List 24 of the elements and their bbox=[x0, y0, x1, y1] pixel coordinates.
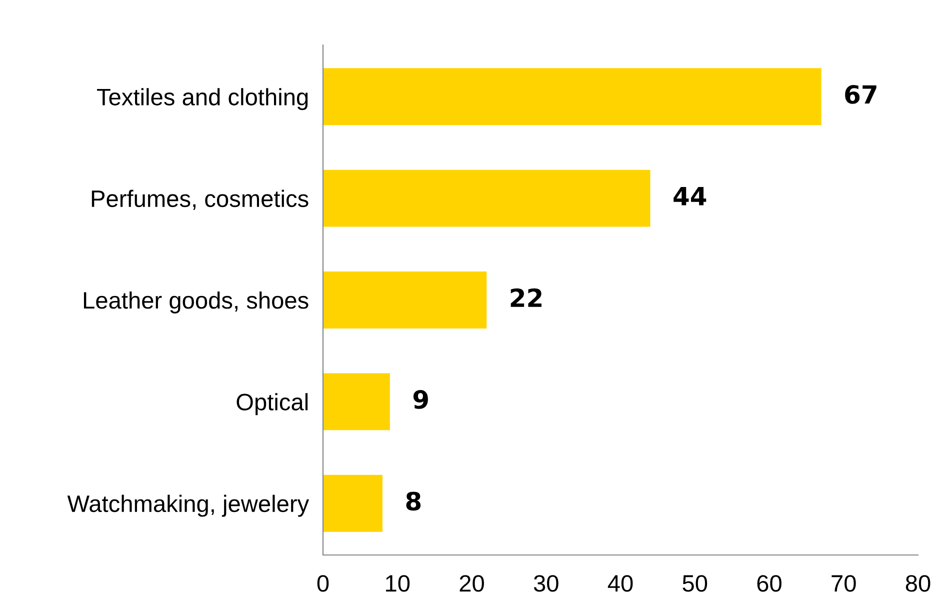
data-label: 8 bbox=[406, 492, 421, 511]
bar bbox=[323, 68, 822, 126]
y-tick-label: Perfumes, cosmetics bbox=[92, 190, 308, 210]
x-tick-label: 40 bbox=[608, 575, 633, 592]
data-label: 9 bbox=[413, 390, 428, 409]
x-tick-label: 10 bbox=[386, 575, 410, 592]
y-tick-label: Leather goods, shoes bbox=[84, 291, 308, 314]
bar bbox=[323, 170, 650, 227]
x-tick-label: 0 bbox=[317, 575, 329, 592]
x-tick-label: 50 bbox=[682, 575, 708, 592]
data-label: 22 bbox=[510, 288, 542, 307]
x-tick-label: 30 bbox=[534, 575, 558, 592]
bar bbox=[323, 474, 382, 532]
data-label: 67 bbox=[845, 85, 876, 104]
data-label: 44 bbox=[674, 186, 706, 206]
x-tick-label: 70 bbox=[832, 575, 856, 592]
x-tick-label: 20 bbox=[460, 575, 484, 592]
x-tick-label: 80 bbox=[906, 575, 930, 592]
bar bbox=[323, 272, 487, 328]
y-tick-label: Optical bbox=[236, 393, 308, 416]
bar bbox=[323, 373, 390, 430]
y-tick-label: Watchmaking, jewelery bbox=[67, 494, 310, 517]
y-tick-label: Textiles and clothing bbox=[97, 88, 308, 110]
x-tick-label: 60 bbox=[757, 575, 782, 592]
